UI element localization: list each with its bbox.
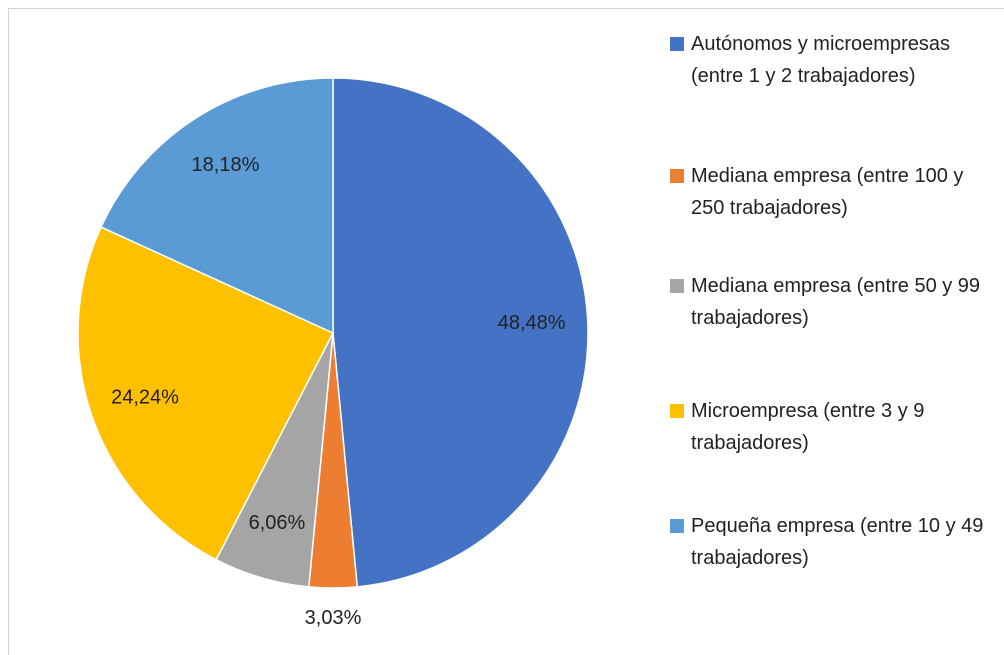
legend-label: Microempresa (entre 3 y 9 trabajadores): [691, 400, 925, 454]
legend-item: Pequeña empresa (entre 10 y 49 trabajado…: [670, 510, 996, 574]
data-label: 24,24%: [111, 386, 179, 408]
data-label: 6,06%: [249, 512, 306, 534]
legend-swatch: [670, 404, 684, 418]
legend-label: Mediana empresa (entre 50 y 99 trabajado…: [691, 275, 981, 329]
legend-item: Microempresa (entre 3 y 9 trabajadores): [670, 395, 996, 459]
chart-border: [8, 8, 1004, 655]
pie-slice: [100, 77, 334, 335]
legend-swatch: [670, 519, 684, 533]
legend-swatch: [670, 279, 684, 293]
legend-item: Mediana empresa (entre 50 y 99 trabajado…: [670, 270, 996, 334]
data-label: 3,03%: [305, 607, 362, 629]
legend-label: Autónomos y microempresas (entre 1 y 2 t…: [691, 33, 950, 87]
legend-item: Mediana empresa (entre 100 y 250 trabaja…: [670, 160, 996, 224]
legend-label: Mediana empresa (entre 100 y 250 trabaja…: [691, 165, 964, 219]
data-label: 48,48%: [498, 312, 566, 334]
legend-swatch: [670, 37, 684, 51]
pie-slice: [77, 226, 335, 561]
data-label: 18,18%: [192, 154, 260, 176]
pie-slice: [332, 77, 589, 588]
legend-label: Pequeña empresa (entre 10 y 49 trabajado…: [691, 515, 984, 569]
legend-item: Autónomos y microempresas (entre 1 y 2 t…: [670, 28, 996, 92]
legend-swatch: [670, 169, 684, 183]
